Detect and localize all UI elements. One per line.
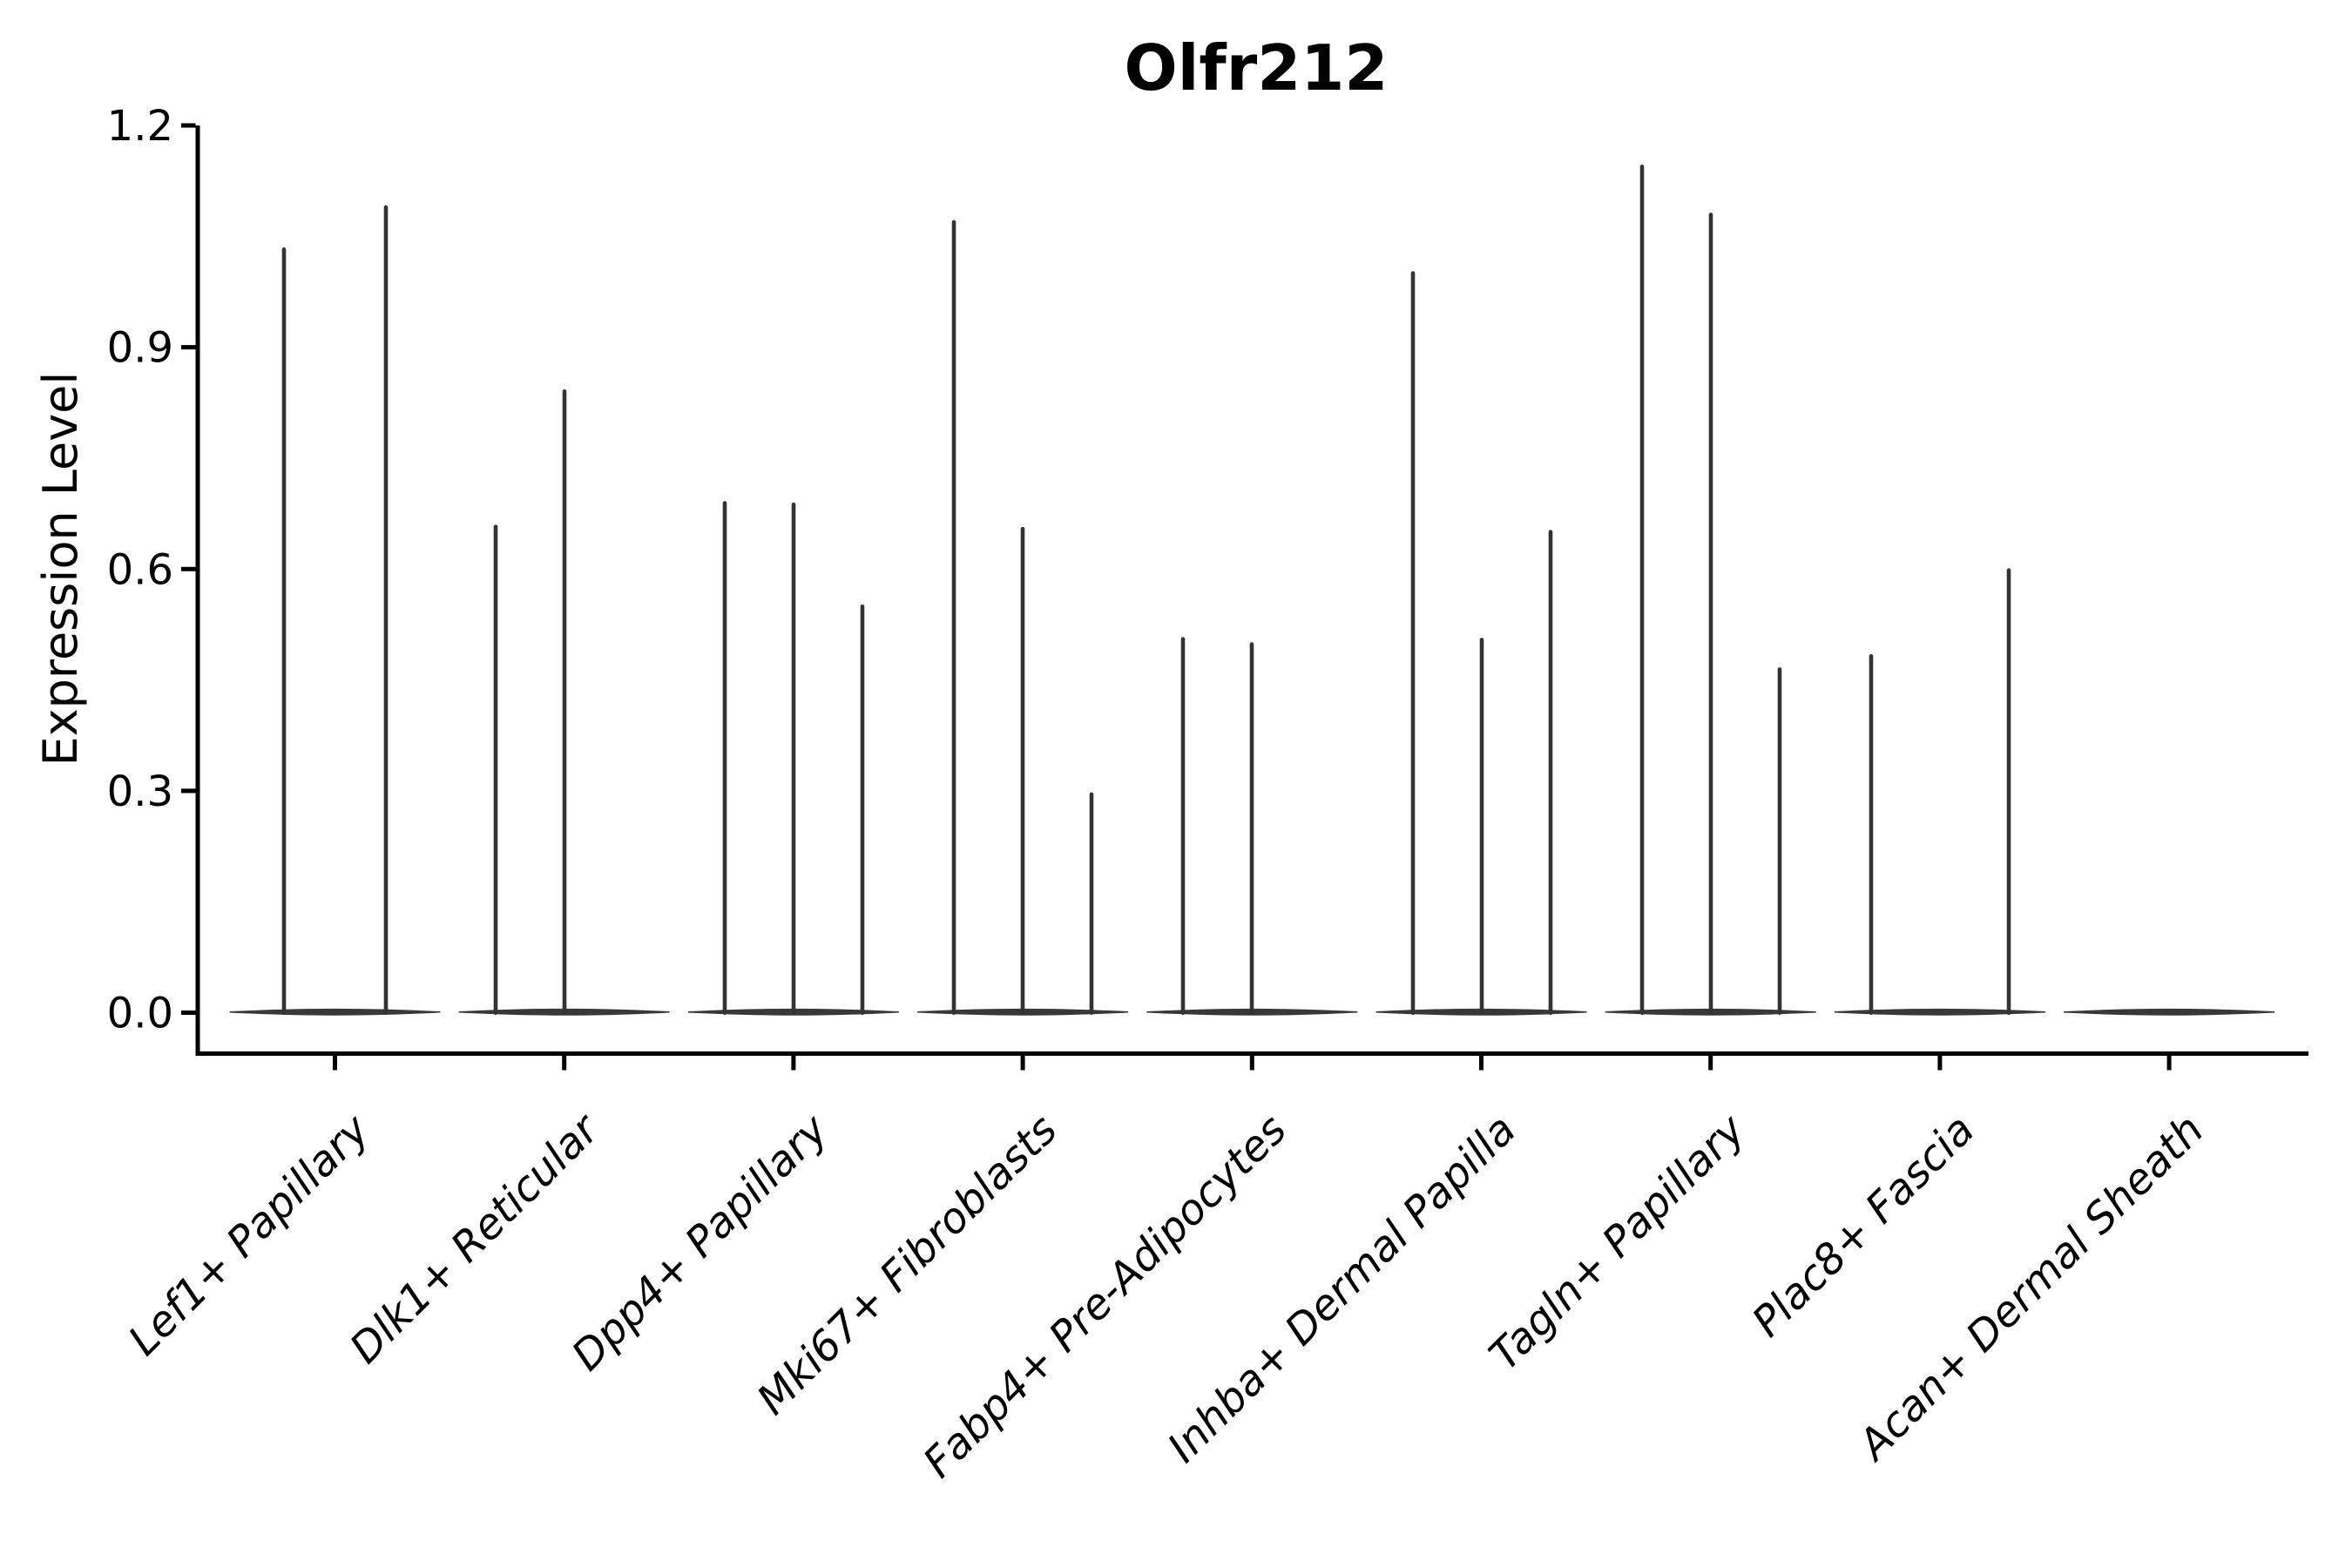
y-tick-label: 0.0 [107, 990, 173, 1038]
x-tick-label: Dpp4+ Papillary [563, 1105, 838, 1380]
x-tick-label: Tagln+ Papillary [1480, 1105, 1755, 1380]
y-tick-label: 1.2 [107, 102, 173, 151]
y-tick-label: 0.6 [107, 545, 173, 594]
y-tick-label: 0.3 [107, 767, 173, 816]
x-tick-label: Dlk1+ Reticular [341, 1104, 611, 1374]
violin-base [2064, 1008, 2275, 1016]
violin-group [229, 205, 441, 1016]
violin-base [1834, 1008, 2045, 1016]
violin-group [1146, 637, 1358, 1016]
violin-base [229, 1008, 441, 1016]
violin-group [1605, 164, 1816, 1016]
violin-layer [229, 164, 2275, 1016]
violin-group [2064, 1008, 2275, 1016]
x-tick-label: Fabp4+ Pre-Adipocytes [914, 1105, 1296, 1488]
violin-group [687, 501, 899, 1016]
x-tick-label: Plac8+ Fascia [1743, 1105, 1984, 1347]
chart-title: Olfr212 [1124, 31, 1388, 105]
violin-group [1834, 568, 2045, 1016]
y-tick-label: 0.9 [107, 324, 173, 373]
violin-group [1375, 271, 1587, 1016]
violin-group [917, 220, 1129, 1016]
y-axis-title: Expression Level [33, 372, 88, 767]
x-tick-label: Lef1+ Papillary [119, 1105, 380, 1365]
violin-group [458, 389, 670, 1016]
